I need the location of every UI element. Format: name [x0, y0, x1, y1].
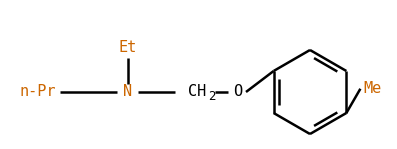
- Text: O: O: [233, 84, 243, 100]
- Text: 2: 2: [208, 90, 216, 104]
- Text: Et: Et: [119, 41, 137, 55]
- Text: N: N: [123, 84, 133, 100]
- Text: n-Pr: n-Pr: [20, 84, 56, 100]
- Text: Me: Me: [363, 81, 382, 96]
- Text: CH: CH: [188, 84, 206, 100]
